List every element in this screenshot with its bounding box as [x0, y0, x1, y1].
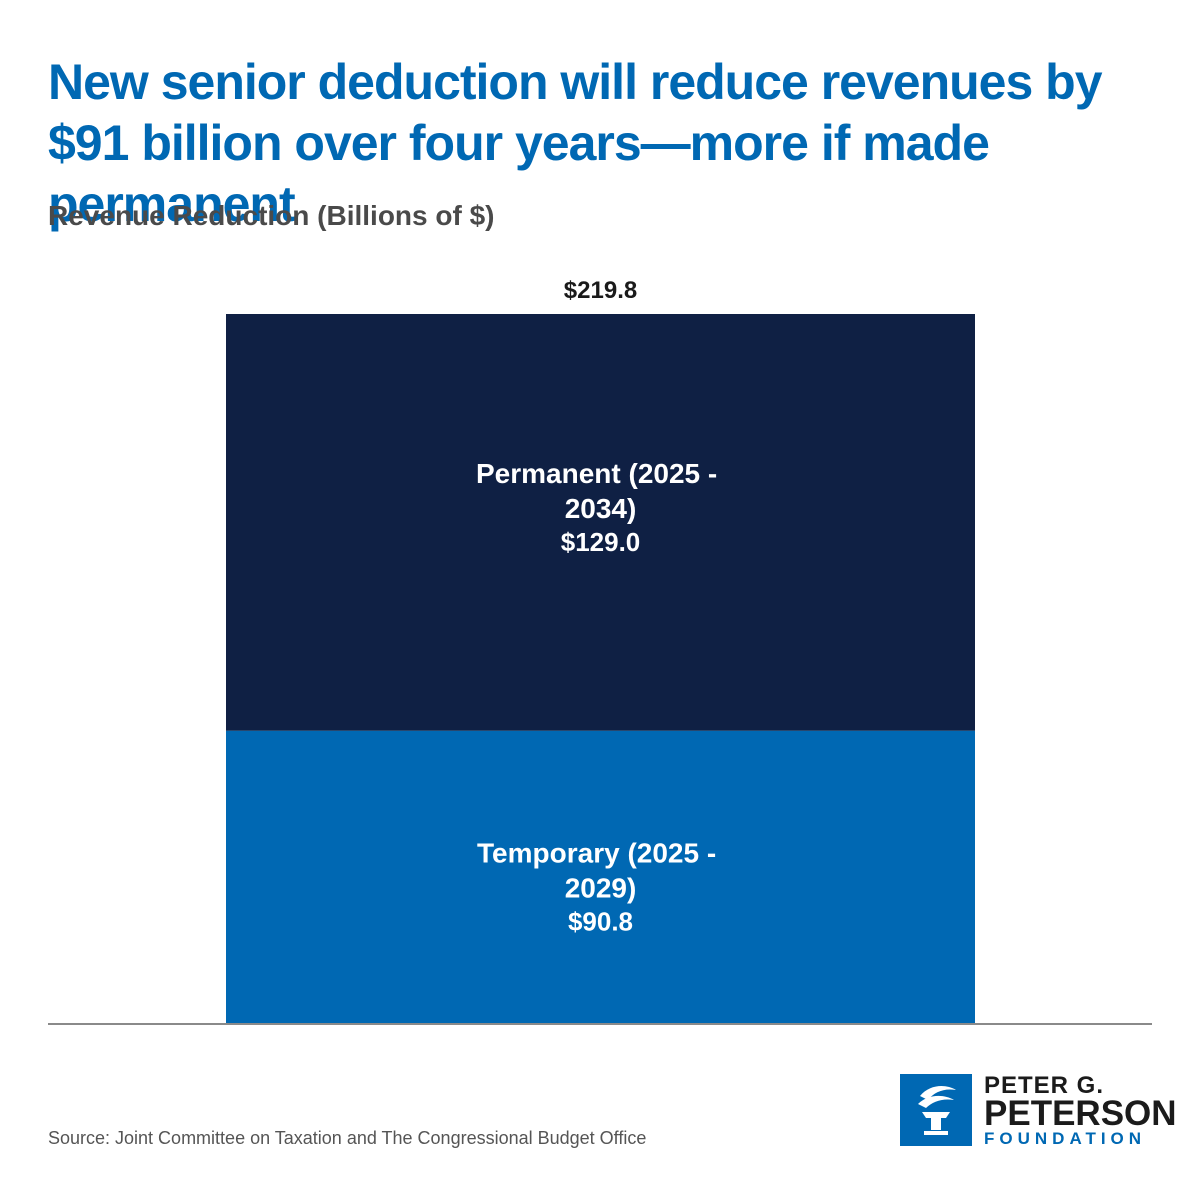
logo-text-line1: PETER G.	[984, 1072, 1105, 1099]
segment-value-permanent: $129.0	[561, 527, 641, 557]
segment-label-permanent-line2: 2034)	[565, 493, 637, 524]
segment-label-temporary-line2: 2029)	[565, 873, 637, 904]
segment-label-permanent-line1: Permanent (2025 -	[476, 458, 717, 489]
torch-icon	[900, 1074, 972, 1146]
logo-text-line2: PETERSON	[984, 1094, 1177, 1133]
bar-segment-temporary	[226, 730, 975, 1024]
source-note: Source: Joint Committee on Taxation and …	[48, 1128, 647, 1148]
segment-label-temporary: Temporary (2025 - 2029)	[477, 838, 724, 904]
logo-text-line3: FOUNDATION	[984, 1129, 1147, 1148]
segment-label-permanent: Permanent (2025 - 2034)	[476, 458, 725, 524]
chart-title: New senior deduction will reduce revenue…	[48, 54, 1103, 232]
segment-label-temporary-line1: Temporary (2025 -	[477, 838, 716, 869]
foundation-logo: PETER G. PETERSON FOUNDATION	[900, 1072, 1177, 1148]
chart-subtitle: Revenue Reduction (Billions of $)	[48, 200, 495, 231]
bar-segment-permanent	[226, 314, 975, 731]
segment-value-temporary: $90.8	[568, 907, 633, 937]
bar-total-label: $219.8	[564, 277, 637, 304]
